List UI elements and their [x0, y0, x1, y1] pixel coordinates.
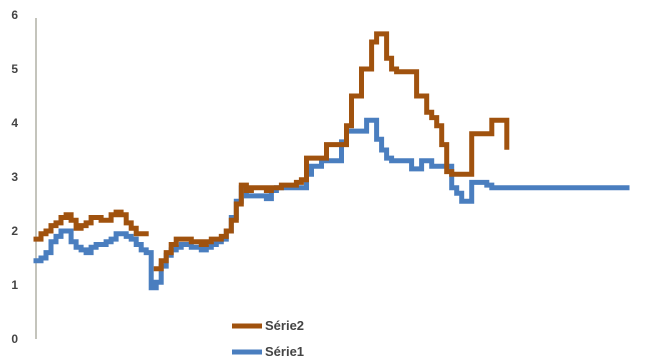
legend: Série2 Série1 [232, 318, 304, 359]
y-tick-label: 2 [11, 224, 18, 238]
y-tick-label: 0 [11, 332, 18, 346]
series-line-1 [33, 31, 510, 272]
legend-label-1: Série2 [265, 318, 304, 333]
y-tick-label: 6 [11, 8, 18, 22]
legend-label-2: Série1 [265, 344, 304, 359]
series-lines [33, 31, 630, 291]
y-tick-label: 4 [11, 116, 18, 130]
y-tick-label: 1 [11, 278, 18, 292]
y-tick-labels: 0 1 2 3 4 5 6 [11, 8, 18, 346]
y-tick-label: 5 [11, 62, 18, 76]
y-tick-label: 3 [11, 170, 18, 184]
